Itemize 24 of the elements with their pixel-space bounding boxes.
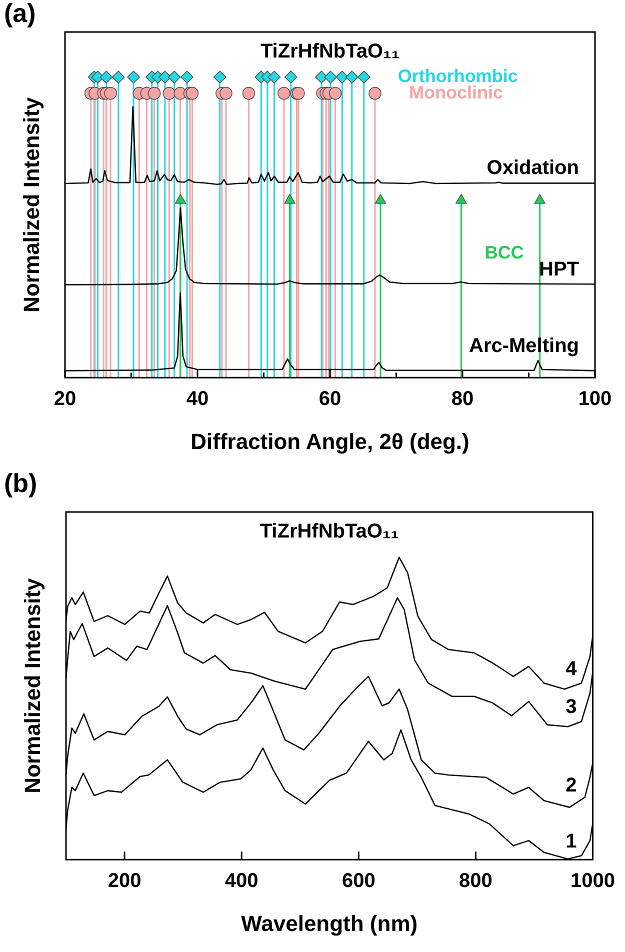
- x-tick-label: 40: [186, 388, 209, 410]
- x-tick-label: 60: [318, 388, 342, 410]
- series-label: 3: [566, 696, 577, 718]
- y-axis-title: Normalized Intensity: [19, 96, 44, 312]
- x-tick-label: 80: [451, 388, 474, 410]
- x-tick-label: 200: [108, 870, 142, 892]
- x-tick-label: 800: [459, 870, 492, 892]
- series-label: 4: [566, 658, 578, 680]
- y-axis-title: Normalized Intensity: [20, 577, 46, 794]
- series-label: 1: [566, 830, 577, 852]
- x-tick-label: 20: [54, 388, 76, 410]
- text: BCC: [484, 242, 524, 262]
- x-tick-label: 100: [578, 388, 612, 410]
- x-tick-label: 400: [224, 870, 258, 892]
- x-axis-title: Wavelength (nm): [241, 910, 418, 936]
- text: (b): [4, 468, 38, 498]
- chart-title: TiZrHfNbTaO₁₁: [260, 520, 399, 543]
- x-axis-title: Diffraction Angle, 2θ (deg.): [190, 428, 470, 454]
- x-tick-label: 600: [342, 870, 376, 892]
- text: (a): [4, 0, 36, 28]
- series-label: Oxidation: [486, 156, 579, 179]
- chart-title: TiZrHfNbTaO₁₁: [260, 40, 400, 63]
- series-label: 2: [566, 774, 577, 797]
- x-tick-label: 1000: [570, 870, 616, 892]
